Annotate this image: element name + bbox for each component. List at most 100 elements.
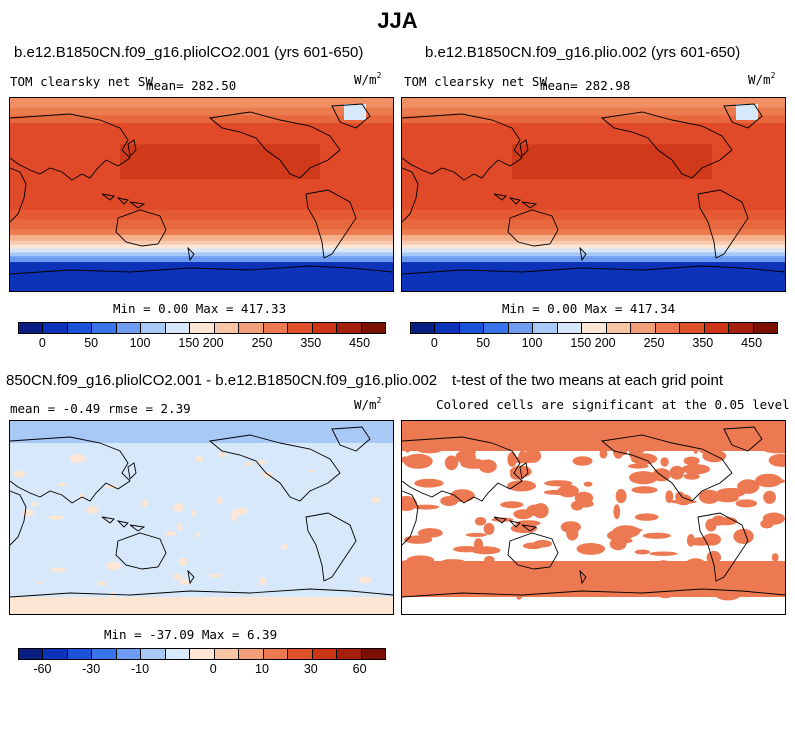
diff-patch — [195, 455, 203, 462]
colorbar-swatch — [43, 649, 68, 659]
coastline — [600, 111, 733, 179]
signif-cell — [613, 504, 621, 520]
panel3-map-field — [10, 421, 393, 614]
signif-cell — [500, 501, 524, 509]
diff-patch — [37, 581, 43, 585]
coastline — [402, 588, 785, 598]
colorbar-swatch — [337, 649, 362, 659]
colorbar-swatch — [165, 323, 191, 333]
colorbar-tick-label: 100 — [129, 336, 151, 350]
signif-cell — [771, 553, 779, 562]
signif-cell — [615, 489, 627, 504]
diff-patch — [208, 573, 223, 578]
colorbar-swatch — [19, 649, 44, 659]
sw-band — [402, 107, 785, 116]
signif-cell — [543, 489, 574, 495]
colorbar-swatch — [655, 323, 681, 333]
colorbar-swatch — [704, 323, 730, 333]
coastline — [10, 436, 131, 504]
signif-cell — [703, 491, 711, 496]
colorbar-tick-label: 150 — [570, 336, 592, 350]
sw-band — [10, 229, 393, 236]
coastline — [10, 265, 393, 275]
sw-peak-region — [120, 144, 320, 180]
panel4-map-field — [402, 421, 785, 601]
diff-patch — [256, 460, 267, 465]
colorbar-swatch — [533, 323, 558, 333]
panel3-case-title: 850CN.f09_g16.pliolCO2.001 - b.e12.B1850… — [6, 372, 438, 389]
signif-cell — [402, 456, 408, 463]
signif-cell — [583, 481, 593, 487]
coastline — [519, 139, 529, 157]
colorbar-swatch — [337, 323, 362, 333]
diff-patch — [177, 522, 183, 532]
signif-cell — [465, 532, 487, 537]
diff-patch — [173, 574, 183, 580]
diff-southern-band — [10, 597, 393, 614]
colorbar-swatch — [141, 649, 166, 659]
panel3-stats-line: mean = -0.49 rmse = 2.39 — [10, 401, 191, 416]
signif-cell — [735, 499, 758, 508]
sw-band — [402, 235, 785, 242]
sw-band — [10, 209, 393, 221]
colorbar-swatch — [165, 649, 191, 659]
signif-cell — [642, 532, 671, 539]
coastline — [507, 532, 559, 570]
diff-patch — [69, 454, 86, 463]
colorbar-swatch — [508, 323, 534, 333]
sw-band — [402, 244, 785, 250]
panel1-colorbar — [18, 322, 386, 334]
sw-band — [10, 115, 393, 124]
panel4-title: t-test of the two means at each grid poi… — [452, 372, 723, 389]
colorbar-tick-label: -10 — [130, 662, 150, 676]
coastline — [208, 111, 341, 179]
signif-cell — [683, 456, 700, 466]
colorbar-tick-label: 100 — [521, 336, 543, 350]
coastline — [331, 103, 371, 129]
coastline — [10, 167, 27, 223]
coastline — [402, 167, 419, 223]
colorbar-tick-label: 200 — [594, 336, 616, 350]
colorbar-swatch — [92, 323, 117, 333]
panel2-units: W/m2 — [748, 71, 776, 87]
signif-cell — [574, 491, 594, 505]
colorbar-swatch — [361, 323, 386, 333]
colorbar-swatch — [361, 649, 386, 659]
sw-band — [402, 248, 785, 253]
colorbar-swatch — [116, 649, 142, 659]
colorbar-swatch — [631, 323, 656, 333]
panel3-units: W/m2 — [354, 396, 382, 412]
colorbar-swatch — [214, 323, 240, 333]
sw-antarctic-band — [10, 262, 393, 291]
colorbar-tick-label: 350 — [300, 336, 322, 350]
signif-cell — [606, 529, 633, 542]
signif-cell — [763, 490, 776, 504]
signif-cell — [507, 480, 536, 492]
sw-band — [402, 115, 785, 124]
colorbar-swatch — [680, 323, 705, 333]
signif-cell — [631, 486, 658, 494]
coastline — [723, 426, 763, 452]
coastline — [331, 426, 371, 452]
colorbar-tick-label: 60 — [352, 662, 367, 676]
sw-band — [402, 229, 785, 236]
signif-cell — [681, 464, 711, 475]
signif-cell — [415, 444, 443, 454]
panel3-minmax: Min = -37.09 Max = 6.39 — [104, 627, 278, 642]
diff-patch — [195, 532, 201, 538]
sw-band — [10, 98, 393, 109]
diff-patch — [179, 578, 191, 585]
colorbar-swatch — [92, 649, 117, 659]
coastline — [127, 139, 137, 157]
sw-band — [10, 235, 393, 242]
coastline — [402, 436, 523, 504]
signif-north-band — [402, 421, 785, 451]
colorbar-tick-label: 0 — [209, 662, 217, 676]
diff-patch — [31, 501, 38, 507]
sw-band — [10, 240, 393, 246]
colorbar-tick-label: 150 — [178, 336, 200, 350]
signif-cell — [464, 449, 476, 455]
panel1-case-title: b.e12.B1850CN.f09_g16.pliolCO2.001 (yrs … — [14, 44, 364, 61]
sw-band — [402, 256, 785, 263]
signif-cell — [404, 444, 411, 453]
